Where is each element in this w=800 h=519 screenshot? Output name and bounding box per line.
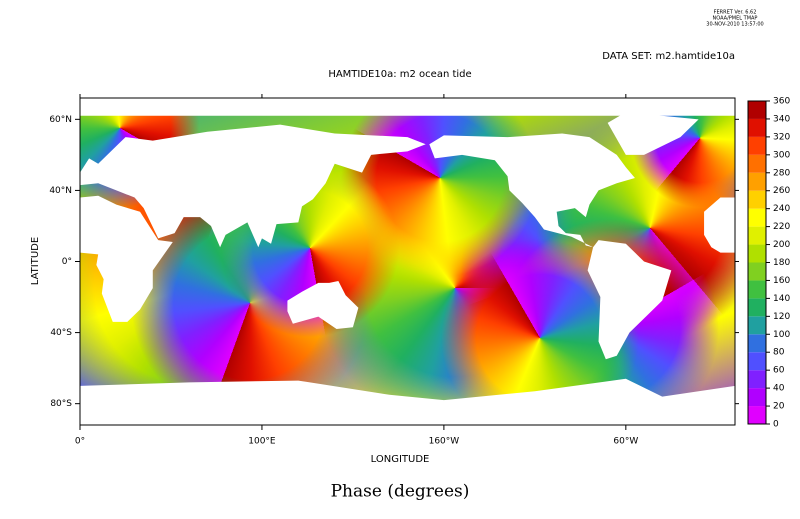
colorbar-cell [748, 208, 766, 227]
colorbar-label: 160 [773, 276, 790, 286]
colorbar-cell [748, 406, 766, 424]
antarctica [80, 378, 735, 425]
colorbar-label: 60 [773, 366, 785, 376]
y-tick-label: 60°N [49, 115, 72, 125]
west-africa [704, 197, 735, 253]
land [80, 98, 735, 425]
colorbar-label: 80 [773, 348, 785, 358]
colorbar-label: 320 [773, 132, 790, 142]
colorbar-label: 200 [773, 240, 790, 250]
colorbar-label: 20 [773, 402, 785, 412]
colorbar-cell [748, 101, 766, 119]
colorbar-label: 180 [773, 258, 790, 268]
lab: NOAA/PMEL TMAP [713, 16, 758, 22]
colorbar-cell [748, 316, 766, 335]
colorbar-cell [748, 118, 766, 137]
y-tick-label: 40°N [49, 186, 72, 196]
colorbar-cell [748, 136, 766, 155]
colorbar-label: 260 [773, 186, 790, 196]
title: HAMTIDE10a: m2 ocean tide [328, 69, 471, 80]
north-america [429, 133, 635, 248]
x-tick-label: 0° [75, 437, 85, 447]
colorbar-cell [748, 334, 766, 353]
colorbar-label: 340 [773, 114, 790, 124]
greenland [607, 112, 699, 155]
y-tick-label: 40°S [50, 328, 72, 338]
colorbar-label: 120 [773, 312, 790, 322]
colorbar-label: 0 [773, 420, 779, 430]
dataset: DATA SET: m2.hamtide10a [602, 51, 735, 62]
arctic [80, 98, 735, 116]
y-label: LATITUDE [30, 237, 41, 285]
colorbar-label: 280 [773, 168, 790, 178]
colorbar-cell [748, 226, 766, 245]
y-tick-label: 0° [62, 257, 72, 267]
colorbar-label: 140 [773, 294, 790, 304]
software: FERRET Ver. 6.62 [714, 10, 757, 16]
colorbar-cell [748, 280, 766, 299]
colorbar-cell [748, 370, 766, 389]
colorbar-label: 220 [773, 222, 790, 232]
y-tick-label: 80°S [50, 399, 72, 409]
colorbar-cell [748, 298, 766, 317]
south-america [587, 240, 672, 360]
australia [287, 281, 359, 330]
colorbar-cell [748, 154, 766, 173]
colorbar-cell [748, 190, 766, 209]
colorbar-label: 300 [773, 150, 790, 160]
colorbar-label: 360 [773, 97, 790, 107]
colorbar-cell [748, 388, 766, 407]
africa [80, 195, 173, 322]
colorbar-cell [748, 352, 766, 371]
colorbar-cell [748, 262, 766, 281]
timestamp: 30-NOV-2010 13:57:00 [706, 22, 763, 28]
colorbar-label: 100 [773, 330, 790, 340]
colorbar-cell [748, 244, 766, 263]
x-tick-label: 60°W [613, 437, 638, 447]
eurasia [80, 124, 426, 248]
x-tick-label: 160°W [429, 437, 460, 447]
colorbar-label: 40 [773, 384, 785, 394]
x-tick-label: 100°E [248, 437, 276, 447]
x-label: LONGITUDE [371, 454, 430, 465]
caption: Phase (degrees) [331, 482, 470, 502]
colorbar-label: 240 [773, 204, 790, 214]
colorbar-cell [748, 172, 766, 191]
